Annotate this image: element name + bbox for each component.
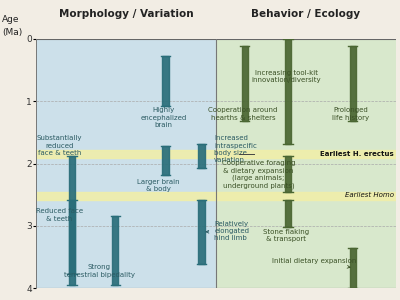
Text: Increased
intraspecific
body size
variation: Increased intraspecific body size variat… xyxy=(214,136,257,163)
Bar xyxy=(350,46,356,121)
Text: Substantially
reduced
face & teeth: Substantially reduced face & teeth xyxy=(37,136,82,156)
Bar xyxy=(285,156,291,191)
Bar xyxy=(36,39,216,288)
Text: Prolonged
life history: Prolonged life history xyxy=(332,107,370,121)
Bar xyxy=(69,200,75,285)
Bar xyxy=(216,39,396,288)
Bar xyxy=(350,248,356,288)
Bar xyxy=(36,150,396,158)
Text: Earliest Homo: Earliest Homo xyxy=(345,192,394,198)
Text: Larger brain
& body: Larger brain & body xyxy=(137,179,180,192)
Text: Increasing tool-kit
innovation/diversity: Increasing tool-kit innovation/diversity xyxy=(251,70,321,83)
Text: Relatively
elongated
hind limb: Relatively elongated hind limb xyxy=(206,221,249,241)
Bar xyxy=(112,216,118,285)
Bar xyxy=(162,146,169,175)
Text: Behavior / Ecology: Behavior / Ecology xyxy=(252,9,360,19)
Text: Initial dietary expansion: Initial dietary expansion xyxy=(272,258,356,268)
Text: Stone flaking
& transport: Stone flaking & transport xyxy=(263,229,309,242)
Bar xyxy=(162,56,169,106)
Text: Age: Age xyxy=(2,15,20,24)
Text: Reduced face
& teeth: Reduced face & teeth xyxy=(36,208,83,222)
Text: (Ma): (Ma) xyxy=(2,28,22,38)
Text: Earliest H. erectus: Earliest H. erectus xyxy=(320,151,394,157)
Bar xyxy=(36,192,396,200)
Bar xyxy=(69,156,75,274)
Bar xyxy=(285,39,291,144)
Text: Cooperation around
hearths & shelters: Cooperation around hearths & shelters xyxy=(208,107,278,121)
Text: Highly
encephalized
brain: Highly encephalized brain xyxy=(141,107,187,128)
Text: Strong
terrestrial bipedality: Strong terrestrial bipedality xyxy=(64,264,134,278)
Text: Cooperative foraging
& dietary expansion
(large animals;
underground plants): Cooperative foraging & dietary expansion… xyxy=(222,160,295,189)
Bar xyxy=(198,144,205,169)
Bar xyxy=(242,46,248,121)
Text: Morphology / Variation: Morphology / Variation xyxy=(59,9,193,19)
Bar xyxy=(198,200,205,264)
Bar xyxy=(285,200,291,227)
